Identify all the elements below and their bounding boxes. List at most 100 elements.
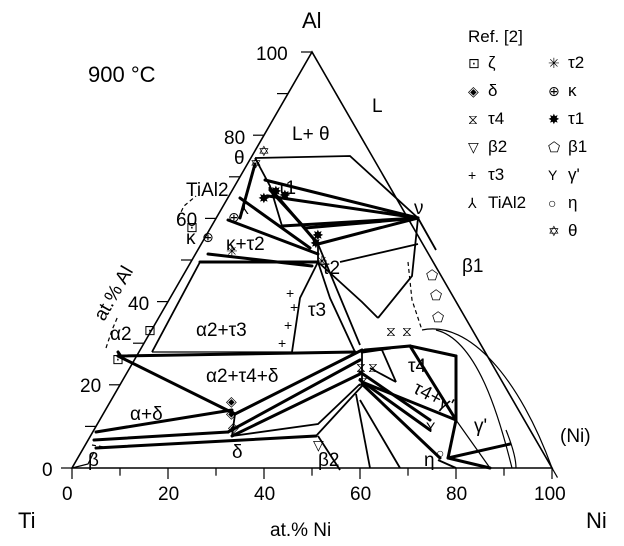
legend-label: δ — [488, 81, 497, 100]
legend-symbol-icon: ◈ — [468, 83, 479, 99]
phase-l: L — [372, 96, 383, 117]
legend-symbol-icon: ⊡ — [468, 55, 480, 71]
svg-text:▽: ▽ — [313, 437, 324, 453]
right-tick — [527, 426, 535, 437]
legend-label: κ — [568, 81, 577, 100]
ni-tick-80: 80 — [446, 484, 467, 505]
right-tick — [383, 176, 391, 187]
ni-tick-20: 20 — [158, 484, 179, 505]
legend-label: β2 — [488, 137, 507, 156]
svg-text:⧖: ⧖ — [386, 323, 396, 339]
ni-tick-0: 0 — [62, 484, 73, 505]
ni-tick-40: 40 — [254, 484, 275, 505]
svg-text:Y: Y — [426, 419, 436, 435]
ni-axis-title: at.% Ni — [270, 520, 331, 541]
legend-symbol-icon: ✳ — [548, 55, 560, 71]
right-tick — [455, 301, 463, 312]
svg-text:⧖: ⧖ — [356, 359, 366, 375]
temperature-label: 900 °C — [88, 62, 156, 87]
svg-text:⧖: ⧖ — [402, 323, 412, 339]
phase-kappa-tau2: κ+τ2 — [226, 234, 265, 255]
legend-label: τ3 — [488, 165, 504, 184]
right-tick — [503, 384, 511, 395]
phase-delta-bottom: δ — [232, 442, 243, 463]
legend-symbol-icon: + — [468, 167, 476, 183]
svg-text:⬠: ⬠ — [432, 309, 444, 325]
svg-text:◈: ◈ — [226, 393, 237, 409]
svg-text:⊡: ⊡ — [186, 219, 198, 235]
legend-symbol-icon: ⧖ — [468, 111, 478, 127]
svg-text:⬠: ⬠ — [426, 267, 438, 283]
legend-symbol-icon: ✸ — [548, 111, 560, 127]
svg-text:✸: ✸ — [258, 190, 270, 206]
right-tick — [551, 467, 559, 478]
phase-tial2: TiAl2 — [186, 180, 229, 201]
phase-labels: L+ θ L θ TiAl2 τ1 ν κ κ+τ2 τ2 β1 α2 τ3 α… — [88, 96, 591, 471]
svg-text:✡: ✡ — [250, 155, 262, 171]
legend-title: Ref. [2] — [468, 27, 523, 46]
legend-label: θ — [568, 221, 577, 240]
phase-alpha2-tau3: α2+τ3 — [196, 320, 247, 341]
al-tick-0: 0 — [42, 460, 53, 481]
svg-text:+: + — [284, 317, 292, 333]
al-tick-80: 80 — [224, 128, 245, 149]
svg-text:+: + — [290, 299, 298, 315]
svg-text:✸: ✸ — [312, 227, 324, 243]
corner-ni-label: Ni — [586, 508, 607, 533]
phase-tau1: τ1 — [278, 178, 296, 199]
axis-ticks — [61, 51, 559, 479]
svg-text:◈: ◈ — [226, 405, 237, 421]
phase-beta2-bottom: β2 — [318, 450, 340, 471]
legend-label: TiAl2 — [488, 193, 526, 212]
phase-nu: ν — [414, 198, 424, 219]
data-points: ✡ ✡ ✸ ✸ ✸ ✸ ✸ ✳ ⅄ ⊕ ⊕ ✳ ⊡ ⊡ ⊡ + + + + ⧖ … — [112, 143, 444, 461]
legend-symbol-icon: ⬠ — [548, 139, 560, 155]
right-tick — [479, 342, 487, 354]
svg-text:⊕: ⊕ — [228, 209, 240, 225]
phase-theta: θ — [234, 148, 245, 169]
legend-symbol-icon: ▽ — [468, 139, 479, 155]
svg-text:+: + — [278, 335, 286, 351]
al-tick-60: 60 — [176, 210, 197, 231]
svg-text:✸: ✸ — [270, 183, 282, 199]
svg-text:✡: ✡ — [258, 143, 270, 159]
right-tick — [311, 51, 319, 62]
al-tick-20: 20 — [80, 376, 101, 397]
svg-text:⬠: ⬠ — [430, 287, 442, 303]
legend-symbol-icon: ⊕ — [548, 83, 560, 99]
phase-eta-bottom: η — [424, 450, 435, 471]
legend-label: β1 — [568, 137, 587, 156]
svg-text:+: + — [286, 285, 294, 301]
svg-text:⊡: ⊡ — [112, 351, 124, 367]
legend-label: γ' — [568, 165, 580, 184]
phase-beta1: β1 — [462, 256, 484, 277]
legend-label: ζ — [488, 53, 496, 72]
svg-text:✳: ✳ — [316, 253, 328, 269]
phase-ni-solid: (Ni) — [560, 426, 591, 447]
phase-beta-bottom: β — [88, 450, 99, 471]
corner-ti-label: Ti — [18, 508, 36, 533]
phase-kappa: κ — [186, 228, 196, 249]
phase-tau3: τ3 — [308, 300, 326, 321]
right-tick — [335, 93, 343, 104]
phase-alpha-delta: α+δ — [130, 404, 163, 425]
phase-alpha2-tau4-delta: α2+τ4+δ — [206, 366, 278, 387]
right-tick — [359, 134, 367, 146]
phase-gamma-prime: γ' — [474, 416, 487, 437]
svg-text:⅄: ⅄ — [239, 201, 249, 217]
phase-tau4: τ4 — [408, 356, 427, 377]
legend-label: η — [568, 193, 577, 212]
al-tick-100: 100 — [256, 44, 288, 65]
svg-text:◈: ◈ — [228, 419, 239, 435]
al-tick-40: 40 — [128, 294, 149, 315]
svg-text:⊕: ⊕ — [202, 229, 214, 245]
ni-axis: 0 20 40 60 80 100 at.% Ni — [62, 484, 566, 541]
svg-text:✳: ✳ — [226, 243, 238, 259]
svg-text:○: ○ — [436, 445, 444, 461]
svg-text:⧖: ⧖ — [358, 373, 368, 389]
legend-label: τ1 — [568, 109, 584, 128]
legend-label: τ4 — [488, 109, 504, 128]
